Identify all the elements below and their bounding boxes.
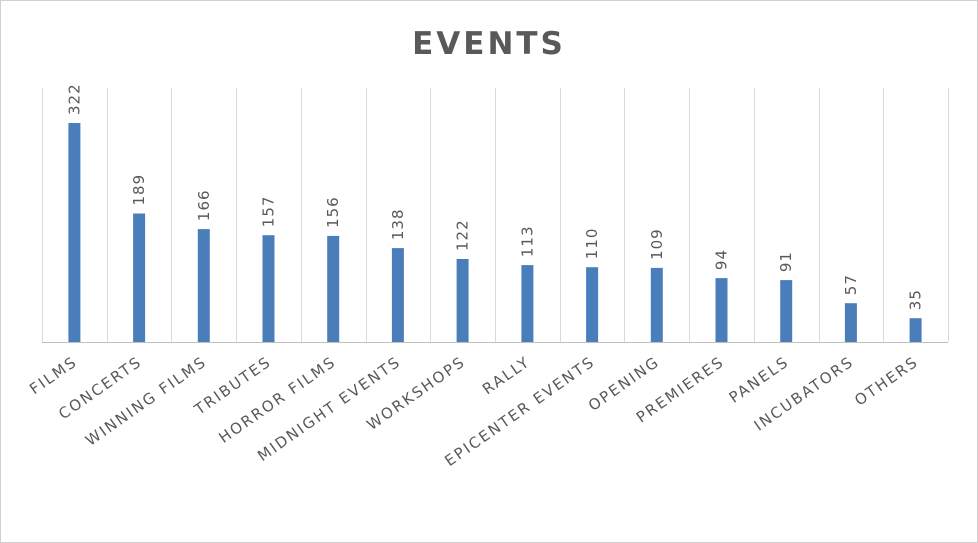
data-label: 57	[842, 274, 860, 295]
data-label: 122	[454, 219, 472, 251]
bar	[780, 280, 793, 342]
bar	[586, 267, 599, 342]
tick-label: FILMS	[26, 353, 80, 399]
bar	[133, 213, 146, 342]
bar	[715, 278, 728, 342]
tick-label: OTHERS	[851, 353, 922, 410]
data-label: 138	[389, 208, 407, 240]
data-label: 110	[583, 228, 601, 260]
data-label: 91	[777, 251, 795, 272]
bars	[68, 123, 922, 342]
data-labels: 322 189 166 157 156 138 122 113 110 109 94 91 57 35	[65, 83, 924, 310]
bar	[650, 267, 663, 342]
data-label: 166	[195, 189, 213, 221]
data-label: 156	[324, 196, 342, 228]
bar	[68, 123, 81, 342]
data-label: 322	[65, 83, 83, 115]
data-label: 113	[518, 225, 536, 257]
bar	[262, 235, 275, 342]
bar	[909, 318, 922, 342]
bar	[844, 303, 857, 342]
tick-label: HORROR FILMS	[215, 353, 339, 447]
data-label: 94	[713, 249, 731, 270]
tick-label: RALLY	[479, 353, 534, 399]
data-label: 35	[907, 289, 925, 310]
tick-label: WINNING FILMS	[82, 353, 210, 450]
data-label: 157	[260, 196, 278, 228]
bar	[391, 248, 404, 342]
bar	[456, 259, 469, 342]
grid-lines	[42, 88, 949, 343]
data-label: 189	[130, 174, 148, 206]
bar	[197, 229, 210, 342]
chart-title: EVENTS	[412, 26, 566, 62]
bar	[327, 235, 340, 342]
bar	[521, 265, 534, 342]
data-label: 109	[648, 228, 666, 260]
